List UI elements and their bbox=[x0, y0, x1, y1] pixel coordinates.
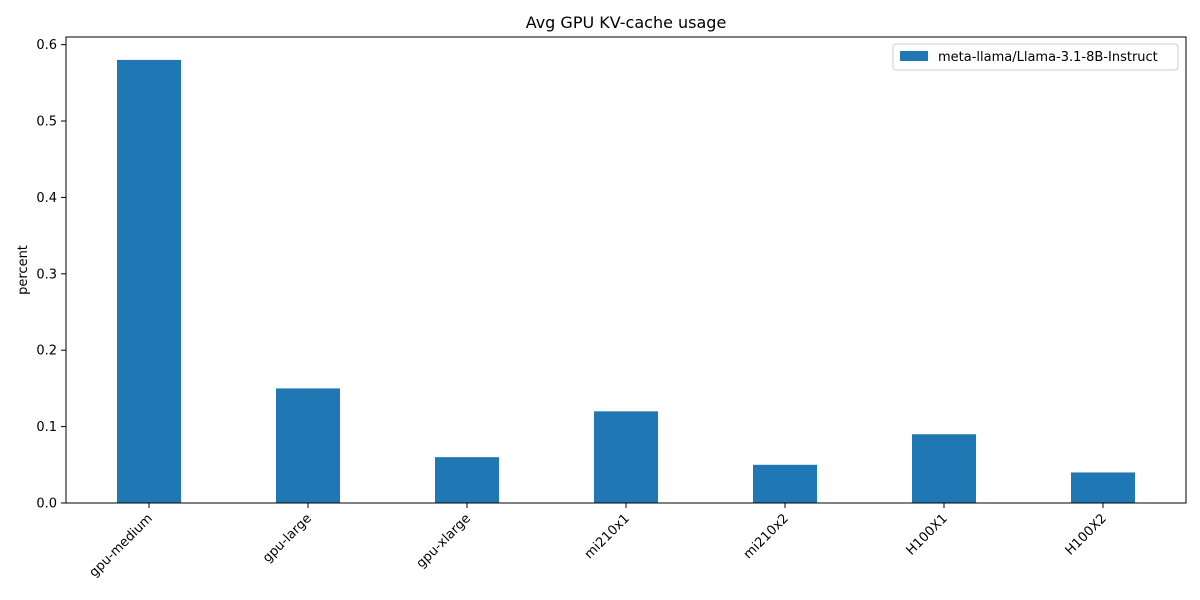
y-tick-label: 0.6 bbox=[36, 38, 57, 53]
y-axis-label: percent bbox=[16, 245, 31, 295]
x-tick-label: gpu-medium bbox=[87, 511, 156, 580]
x-tick-label: H100X2 bbox=[1063, 511, 1110, 558]
bar-gpu-xlarge bbox=[435, 457, 499, 503]
x-tick-label: mi210x1 bbox=[582, 511, 633, 562]
y-tick-label: 0.3 bbox=[36, 267, 57, 282]
bar-mi210x1 bbox=[594, 411, 658, 503]
bars-group bbox=[117, 59, 1135, 504]
chart-title: Avg GPU KV-cache usage bbox=[526, 13, 727, 32]
bar-h100x1 bbox=[912, 434, 976, 503]
bar-mi210x2 bbox=[753, 464, 817, 503]
plot-frame bbox=[65, 36, 1187, 504]
y-tick-label: 0.1 bbox=[36, 420, 57, 435]
bar-h100x2 bbox=[1071, 472, 1135, 503]
bar-gpu-large bbox=[276, 388, 340, 503]
legend-swatch bbox=[900, 51, 928, 61]
bar-gpu-medium bbox=[117, 59, 181, 504]
y-tick-label: 0.2 bbox=[36, 344, 57, 359]
x-tick-label: mi210x2 bbox=[741, 511, 792, 562]
y-tick-label: 0.4 bbox=[36, 191, 57, 206]
y-tick-label: 0.0 bbox=[36, 497, 57, 512]
y-axis: 0.0 0.1 0.2 0.3 0.4 0.5 0.6 bbox=[36, 38, 66, 512]
x-tick-label: gpu-xlarge bbox=[414, 511, 474, 571]
legend-label: meta-llama/Llama-3.1-8B-Instruct bbox=[938, 50, 1158, 65]
x-tick-label: gpu-large bbox=[260, 511, 315, 566]
legend: meta-llama/Llama-3.1-8B-Instruct bbox=[892, 43, 1179, 71]
x-tick-label: H100X1 bbox=[904, 511, 951, 558]
x-axis: gpu-medium gpu-large gpu-xlarge mi210x1 mi21… bbox=[87, 503, 1110, 580]
y-tick-label: 0.5 bbox=[36, 115, 57, 130]
legend-box bbox=[892, 43, 1179, 71]
